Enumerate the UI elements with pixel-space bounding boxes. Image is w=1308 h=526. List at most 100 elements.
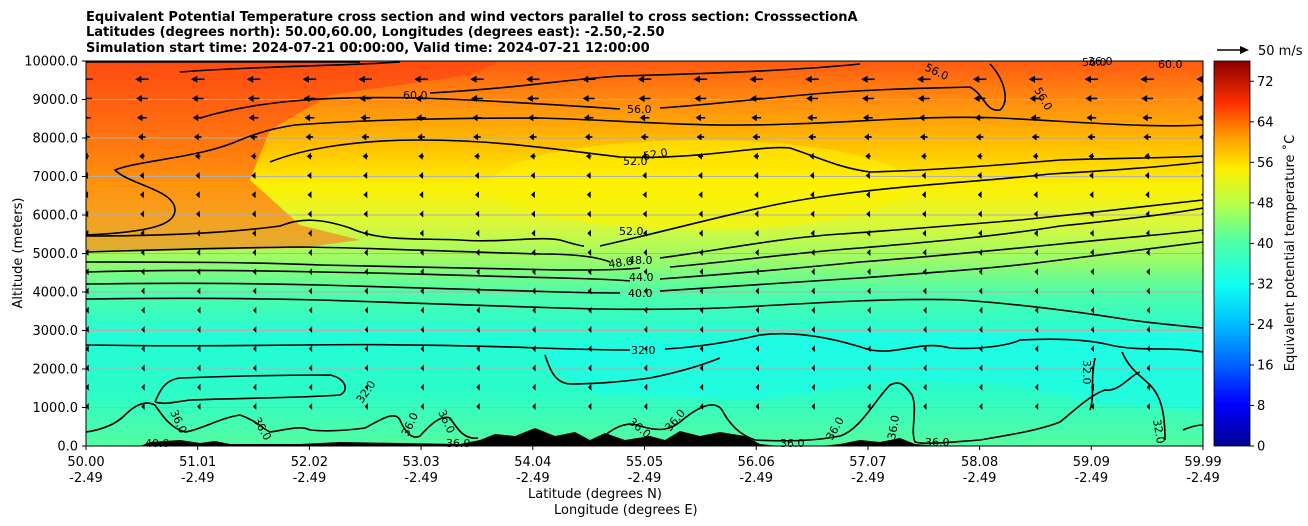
wind-vector-head <box>974 114 981 122</box>
y-tick-label: 7000.0 <box>33 170 79 185</box>
wind-vector-head <box>698 172 703 179</box>
wind-vector <box>476 268 480 276</box>
wind-vector <box>588 345 592 353</box>
wind-vector-head <box>699 326 704 333</box>
x-axis-label-lat: Latitude (degrees N) <box>528 487 662 502</box>
wind-vector <box>531 249 536 256</box>
wind-vector <box>86 364 89 372</box>
wind-vector-head <box>1145 191 1150 199</box>
wind-vector <box>308 306 313 314</box>
wind-vector <box>195 172 200 179</box>
wind-vector-head <box>140 229 145 237</box>
wind-vector <box>642 210 647 218</box>
terrain <box>140 428 940 446</box>
wind-vector-head <box>135 95 142 102</box>
wind-vector-head <box>308 306 313 314</box>
wind-vector-head <box>530 172 535 179</box>
wind-vector <box>1033 191 1038 199</box>
wind-vector-head <box>308 326 313 333</box>
wind-vector-head <box>643 326 648 333</box>
contour-line-60 <box>179 61 861 94</box>
wind-vector <box>865 152 871 160</box>
wind-vector-head <box>923 383 927 391</box>
wind-vector-head <box>755 345 759 353</box>
wind-vector-head <box>811 268 815 276</box>
wind-vector <box>197 345 201 353</box>
wind-vector-head <box>1030 114 1037 122</box>
wind-vector-head <box>415 95 422 102</box>
wind-vector-head <box>135 75 142 83</box>
wind-vector-head <box>1198 114 1203 121</box>
wind-vector <box>532 403 536 410</box>
wind-vector <box>1146 268 1150 276</box>
wind-vector-head <box>641 152 647 160</box>
contour-line-32-edge <box>1182 424 1203 431</box>
wind-vector <box>475 229 480 237</box>
wind-vector-head <box>753 152 758 160</box>
wind-vector-head <box>249 133 255 141</box>
wind-vector <box>643 345 648 353</box>
wind-vector-head <box>643 383 648 391</box>
wind-vector-head <box>364 249 368 256</box>
wind-vector-head <box>585 152 591 160</box>
wind-vector-head <box>861 75 868 83</box>
wind-vector-head <box>809 152 814 160</box>
wind-vector <box>420 403 424 410</box>
wind-vector-head <box>977 172 982 179</box>
x-tick-label-lat: 51.01 <box>179 455 216 470</box>
wind-vector-head <box>86 191 89 199</box>
wind-vector <box>414 75 428 83</box>
wind-vector-head <box>420 287 424 295</box>
x-tick-label-lon: -2.49 <box>404 471 438 486</box>
contour-line-36-lower-a <box>86 402 479 440</box>
wind-vector <box>640 133 649 141</box>
wind-vector-head <box>587 229 591 237</box>
wind-vector <box>643 383 648 391</box>
wind-vector <box>639 114 650 122</box>
wind-vector-head <box>197 326 201 333</box>
wind-vector <box>420 326 424 333</box>
wind-vector <box>303 95 316 102</box>
wind-vector-head <box>363 210 368 218</box>
wind-vector <box>585 152 592 160</box>
wind-vector <box>811 268 815 276</box>
wind-vector <box>979 326 983 333</box>
wind-vector <box>471 95 483 102</box>
wind-vector <box>363 191 368 199</box>
wind-vector-head <box>364 383 368 391</box>
wind-vector <box>1034 287 1039 295</box>
wind-vector-head <box>86 95 87 102</box>
wind-vector <box>364 287 368 295</box>
wind-vector-head <box>977 210 982 218</box>
colorbar-tick-label: 0 <box>1257 440 1265 455</box>
wind-vector <box>136 114 147 122</box>
wind-vector <box>418 172 424 179</box>
wind-vector-head <box>414 75 421 83</box>
wind-vector <box>416 114 426 122</box>
wind-vector-head <box>1089 210 1094 218</box>
wind-vector-head <box>1085 95 1092 102</box>
wind-vector-head <box>252 287 257 295</box>
wind-vector <box>141 403 145 410</box>
wind-vector <box>141 364 145 372</box>
wind-vector-head <box>1032 152 1038 160</box>
x-tick-label-lon: -2.49 <box>851 471 885 486</box>
wind-vector <box>1140 75 1154 83</box>
wind-vector <box>364 345 368 353</box>
wind-vector <box>364 326 368 333</box>
wind-vector <box>699 345 704 353</box>
wind-vector <box>699 249 703 256</box>
wind-vector <box>196 268 201 276</box>
wind-vector-head <box>588 383 592 391</box>
wind-vector-head <box>1084 75 1091 83</box>
warm-region <box>86 61 500 252</box>
title-line-2: Latitudes (degrees north): 50.00,60.00, … <box>86 25 665 40</box>
colorbar-tick-label: 8 <box>1257 399 1265 414</box>
wind-vector-head <box>754 191 759 199</box>
wind-vector <box>1146 287 1150 295</box>
x-tick-label-lat: 59.09 <box>1073 455 1110 470</box>
wind-vector-head <box>475 249 480 256</box>
wind-vector <box>308 268 312 276</box>
wind-vector <box>362 152 368 160</box>
wind-vector <box>1034 229 1038 237</box>
